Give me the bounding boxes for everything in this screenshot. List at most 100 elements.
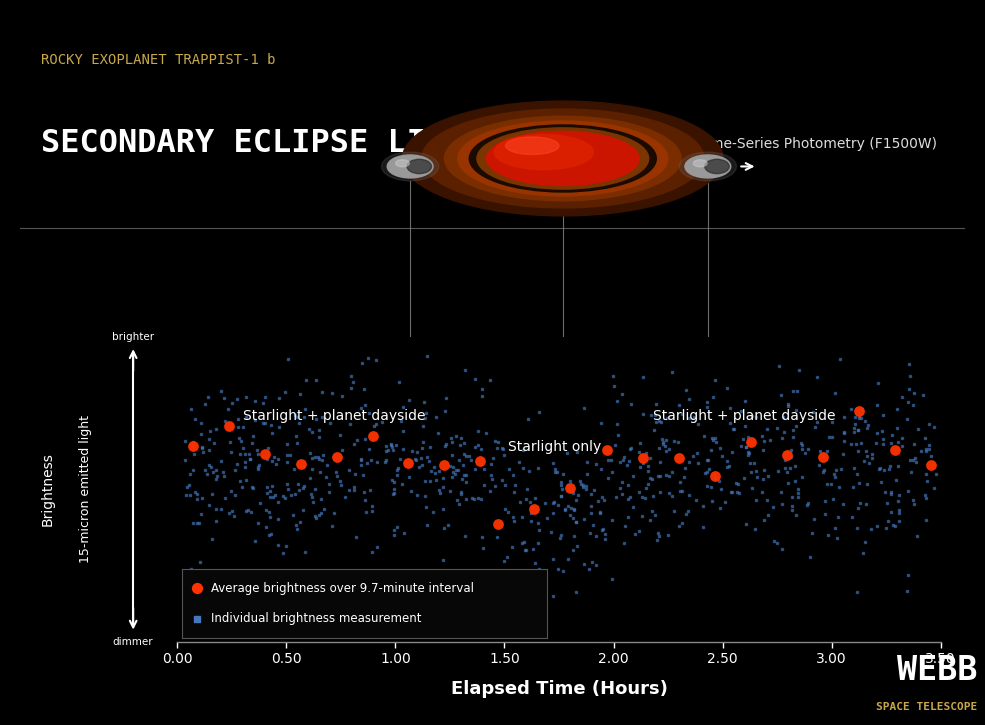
Point xyxy=(832,353,848,365)
Point xyxy=(821,529,836,541)
Point xyxy=(364,547,380,558)
Point xyxy=(297,375,313,386)
Point xyxy=(681,393,696,405)
Point xyxy=(851,405,867,416)
Point xyxy=(415,442,430,454)
Point xyxy=(183,403,199,415)
Point xyxy=(380,444,396,456)
Point xyxy=(631,447,647,458)
Point xyxy=(835,448,851,460)
Point xyxy=(921,439,937,451)
Text: SECONDARY ECLIPSE LIGHT CURVE: SECONDARY ECLIPSE LIGHT CURVE xyxy=(40,128,599,160)
Point xyxy=(530,462,546,473)
Point xyxy=(545,457,560,468)
Point xyxy=(884,506,899,518)
Point xyxy=(443,432,459,444)
Point xyxy=(707,470,723,481)
Point xyxy=(475,542,491,553)
Point xyxy=(769,422,785,434)
Point xyxy=(744,465,759,477)
Point xyxy=(789,385,805,397)
Point xyxy=(801,443,817,455)
Point xyxy=(396,527,412,539)
Point xyxy=(890,507,906,519)
Point xyxy=(473,494,489,505)
Point xyxy=(353,453,368,465)
Point xyxy=(244,481,260,493)
Point xyxy=(477,479,492,491)
Point xyxy=(357,384,372,395)
Point xyxy=(208,464,224,476)
Point xyxy=(296,411,311,423)
Point xyxy=(202,460,218,471)
Point xyxy=(872,463,887,475)
Point xyxy=(864,449,880,460)
Point xyxy=(612,482,627,494)
Point xyxy=(229,394,244,405)
Point xyxy=(821,431,837,443)
Point xyxy=(532,524,548,536)
Point xyxy=(918,468,934,480)
Point xyxy=(853,413,869,424)
Point xyxy=(700,463,716,475)
Point xyxy=(604,515,620,526)
Point xyxy=(404,486,420,497)
Point xyxy=(787,460,803,472)
Point xyxy=(583,500,599,512)
Point xyxy=(444,450,460,461)
Point xyxy=(603,455,619,466)
Point xyxy=(857,536,873,548)
Point xyxy=(474,384,490,395)
Point xyxy=(643,410,659,421)
Point xyxy=(195,447,211,458)
Point xyxy=(559,447,575,459)
Point xyxy=(512,497,528,508)
Point xyxy=(270,513,286,525)
Point xyxy=(905,455,921,466)
Point xyxy=(774,433,790,444)
Point xyxy=(569,489,585,501)
Point xyxy=(885,429,900,441)
Point xyxy=(328,587,344,598)
Point xyxy=(722,417,738,428)
Point xyxy=(455,460,471,471)
Point xyxy=(659,413,675,424)
Text: Average brightness over 9.7-minute interval: Average brightness over 9.7-minute inter… xyxy=(212,582,475,595)
Point xyxy=(836,435,852,447)
Point xyxy=(429,427,445,439)
Point xyxy=(828,464,844,476)
Point xyxy=(236,462,252,473)
Point xyxy=(282,450,297,461)
Point xyxy=(496,449,512,460)
Point xyxy=(615,455,630,466)
Point xyxy=(296,483,311,494)
Point xyxy=(859,478,875,490)
Point xyxy=(189,583,205,594)
Point xyxy=(857,415,873,426)
Point xyxy=(785,386,801,397)
Point xyxy=(608,439,624,451)
Ellipse shape xyxy=(685,155,731,178)
Point xyxy=(444,471,460,483)
Point xyxy=(703,481,719,493)
Point xyxy=(640,460,656,471)
Point xyxy=(794,437,810,449)
Point xyxy=(817,495,832,507)
Point xyxy=(851,413,867,424)
Point xyxy=(358,433,373,444)
Point xyxy=(908,457,924,468)
Point xyxy=(205,534,221,545)
Point xyxy=(697,468,713,479)
Point xyxy=(744,410,759,421)
Point xyxy=(316,504,332,515)
Point xyxy=(189,489,205,500)
Point xyxy=(554,490,569,502)
Point xyxy=(355,469,370,481)
Point xyxy=(546,507,561,519)
Point xyxy=(556,468,571,480)
Point xyxy=(759,423,775,435)
Point xyxy=(345,376,361,388)
Point xyxy=(655,438,671,450)
Point xyxy=(825,493,841,505)
Point xyxy=(290,438,305,450)
